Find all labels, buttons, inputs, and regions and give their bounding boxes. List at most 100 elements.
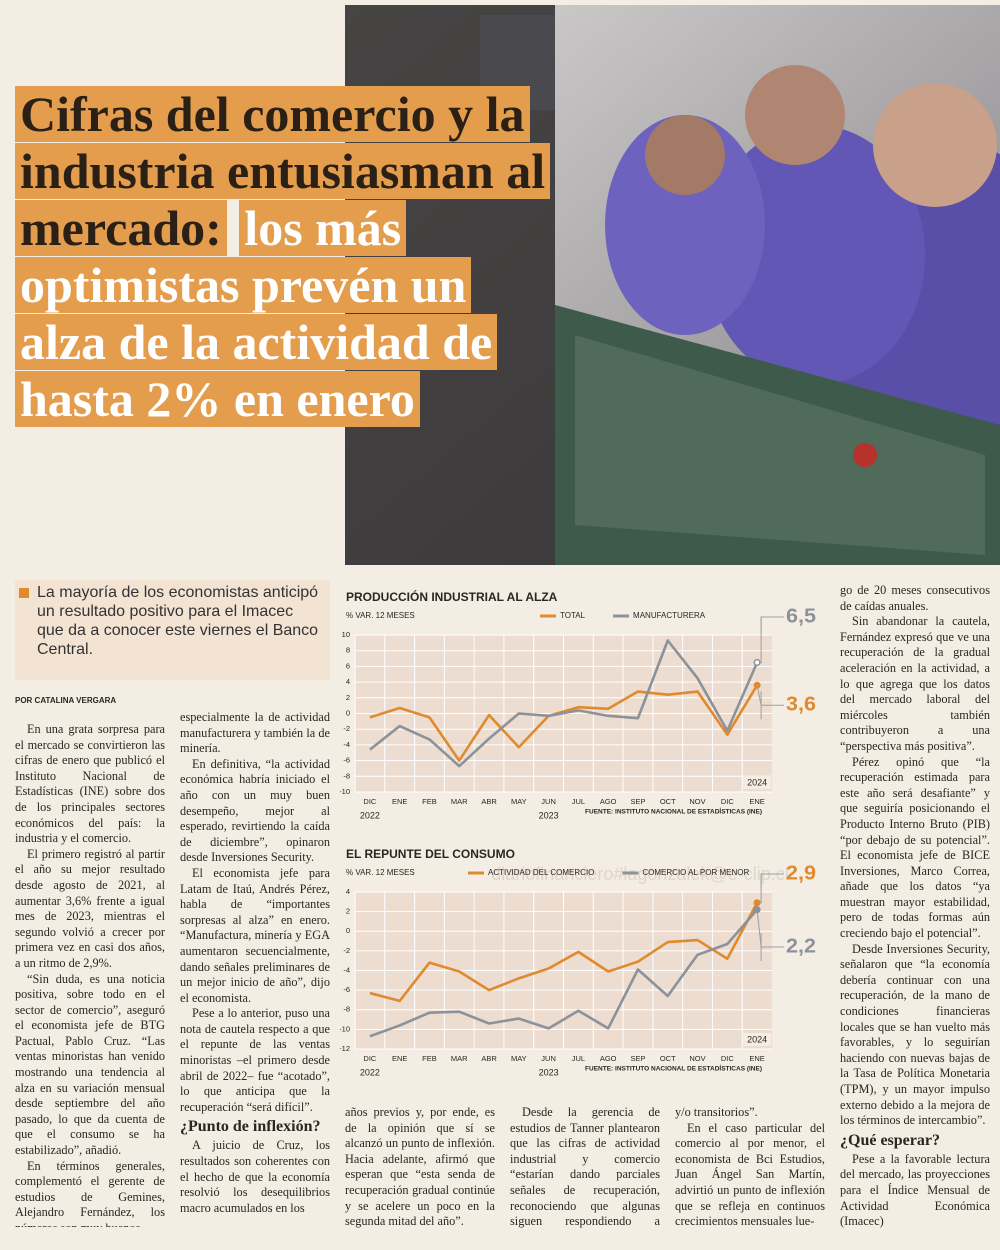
- subheading: ¿Punto de inflexión?: [180, 1118, 321, 1136]
- chart-title: EL REPUNTE DEL CONSUMO: [346, 847, 515, 861]
- article-column: y/o transitorios”. En el caso particular …: [675, 1105, 825, 1229]
- charts: diariofinanciero#lagonzalek@e-clip.cl PRO…: [340, 589, 816, 1077]
- paragraph: años previos y, por ende, es de la opini…: [345, 1105, 495, 1229]
- article-column: Desde la gerencia de estudios de Tanner …: [510, 1105, 660, 1229]
- x-tick-label: DIC: [721, 797, 735, 806]
- article-column: especialmente la de actividad manufactur…: [180, 710, 330, 1228]
- y-tick-label: -10: [340, 787, 350, 796]
- lead-box: La mayoría de los economistas anticipó u…: [15, 580, 330, 680]
- value-label: 6,5: [786, 605, 816, 627]
- source: FUENTE: INSTITUTO NACIONAL DE ESTADÍSTIC…: [585, 807, 762, 816]
- x-tick-label: MAY: [511, 797, 527, 806]
- lead: La mayoría de los economistas anticipó u…: [37, 584, 319, 658]
- paragraph: Pese a la favorable lectura del mercado,…: [840, 1151, 990, 1229]
- paragraph: especialmente la de actividad manufactur…: [180, 710, 330, 756]
- end-point: [753, 899, 761, 907]
- series-line: [369, 639, 759, 768]
- x-tick-label: OCT: [660, 797, 676, 806]
- x-tick-label: ABR: [481, 797, 497, 806]
- paragraph: El economista jefe para Latam de Itaú, A…: [180, 865, 330, 1005]
- chart-title: PRODUCCIÓN INDUSTRIAL AL ALZA: [346, 589, 558, 604]
- paragraph: Desde Inversiones Security, señalaron qu…: [840, 941, 990, 1128]
- legend-label: MANUFACTURERA: [633, 611, 706, 620]
- x-tick-label: ABR: [481, 1054, 497, 1063]
- article-column: go de 20 meses consecutivos de caídas an…: [840, 583, 990, 1229]
- y-tick-label: 6: [346, 661, 350, 670]
- series-line: [369, 902, 759, 1003]
- paragraph: Desde la gerencia de estudios de Tanner …: [510, 1105, 660, 1229]
- paragraph: go de 20 meses consecutivos de caídas an…: [840, 583, 990, 613]
- x-tick-label: MAY: [511, 1054, 527, 1063]
- paragraph: En el caso particular del comercio al po…: [675, 1120, 825, 1229]
- y-tick-label: 0: [346, 708, 350, 717]
- x-tick-label: SEP: [630, 797, 645, 806]
- paragraph: En términos generales, complementó el ge…: [15, 1158, 165, 1227]
- x-tick-label: ENE: [392, 797, 407, 806]
- y-tick-label: -4: [343, 965, 350, 974]
- y-tick-label: -2: [343, 946, 350, 955]
- watermark: diariofinanciero#lagonzalek@e-clip.cl: [491, 864, 788, 884]
- y-tick-label: -12: [340, 1044, 350, 1053]
- x-tick-label: DIC: [363, 797, 377, 806]
- chart-subtitle: % VAR. 12 MESES: [346, 611, 415, 620]
- x-tick-label: ENE: [749, 1054, 764, 1063]
- x-tick-label: SEP: [630, 1054, 645, 1063]
- x-tick-label: FEB: [422, 1054, 437, 1063]
- x-tick-label: AGO: [600, 797, 617, 806]
- year-bg: [743, 776, 772, 789]
- y-tick-label: 4: [346, 677, 350, 686]
- series-line: [369, 684, 759, 762]
- x-tick-label: MAR: [451, 1054, 468, 1063]
- legend-label: ACTIVIDAD DEL COMERCIO: [488, 868, 594, 877]
- article-column: En una grata sorpresa para el mercado se…: [15, 722, 165, 1227]
- y-tick-label: -6: [343, 756, 350, 765]
- end-point: [753, 681, 761, 689]
- x-tick-label: FEB: [422, 797, 437, 806]
- y-tick-label: -6: [343, 985, 350, 994]
- year-label: 2022: [360, 1067, 380, 1077]
- x-tick-label: JUN: [541, 797, 556, 806]
- x-tick-label: DIC: [721, 1054, 735, 1063]
- year-label: 2024: [747, 777, 767, 787]
- paragraph: A juicio de Cruz, los resultados son coh…: [180, 1138, 330, 1215]
- chart-subtitle: % VAR. 12 MESES: [346, 868, 415, 877]
- year-bg: [743, 1033, 772, 1046]
- paragraph: “Sin duda, es una noticia positiva, sobr…: [15, 971, 165, 1158]
- x-tick-label: MAR: [451, 797, 468, 806]
- paragraph: Sin abandonar la cautela, Fernández expr…: [840, 614, 990, 753]
- year-label: 2024: [747, 1034, 767, 1044]
- y-tick-label: -8: [343, 771, 350, 780]
- value-label: 3,6: [786, 694, 816, 716]
- headline: Cifras del comercio y la industria entus…: [15, 86, 560, 428]
- y-tick-label: -2: [343, 724, 350, 733]
- x-tick-label: ENE: [749, 797, 764, 806]
- series-line: [369, 908, 759, 1038]
- paragraph: Pérez opinó que “la recuperación estimad…: [840, 754, 990, 941]
- y-tick-label: 2: [346, 693, 350, 702]
- value-label: 2,2: [786, 935, 816, 957]
- y-tick-label: -8: [343, 1005, 350, 1014]
- value-label: 2,9: [786, 862, 816, 884]
- y-tick-label: 10: [342, 630, 350, 639]
- x-tick-label: OCT: [660, 1054, 676, 1063]
- year-label: 2022: [360, 810, 380, 820]
- y-tick-label: 2: [346, 907, 350, 916]
- bullet: [19, 588, 29, 598]
- year-label: 2023: [539, 810, 559, 820]
- legend-label: COMERCIO AL POR MENOR: [642, 868, 749, 877]
- paragraph: y/o transitorios”.: [675, 1105, 758, 1119]
- source: FUENTE: INSTITUTO NACIONAL DE ESTADÍSTIC…: [585, 1064, 762, 1073]
- x-tick-label: JUL: [572, 797, 585, 806]
- legend-label: TOTAL: [560, 611, 586, 620]
- x-tick-label: NOV: [689, 1054, 705, 1063]
- x-tick-label: ENE: [392, 1054, 407, 1063]
- paragraph: El primero registró al partir el año su …: [15, 846, 165, 970]
- y-tick-label: 4: [346, 887, 350, 896]
- x-tick-label: NOV: [689, 797, 705, 806]
- y-tick-label: 0: [346, 926, 350, 935]
- subheading: ¿Qué esperar?: [840, 1131, 940, 1149]
- year-label: 2023: [539, 1067, 559, 1077]
- end-point: [753, 658, 761, 667]
- y-tick-label: -10: [340, 1024, 350, 1033]
